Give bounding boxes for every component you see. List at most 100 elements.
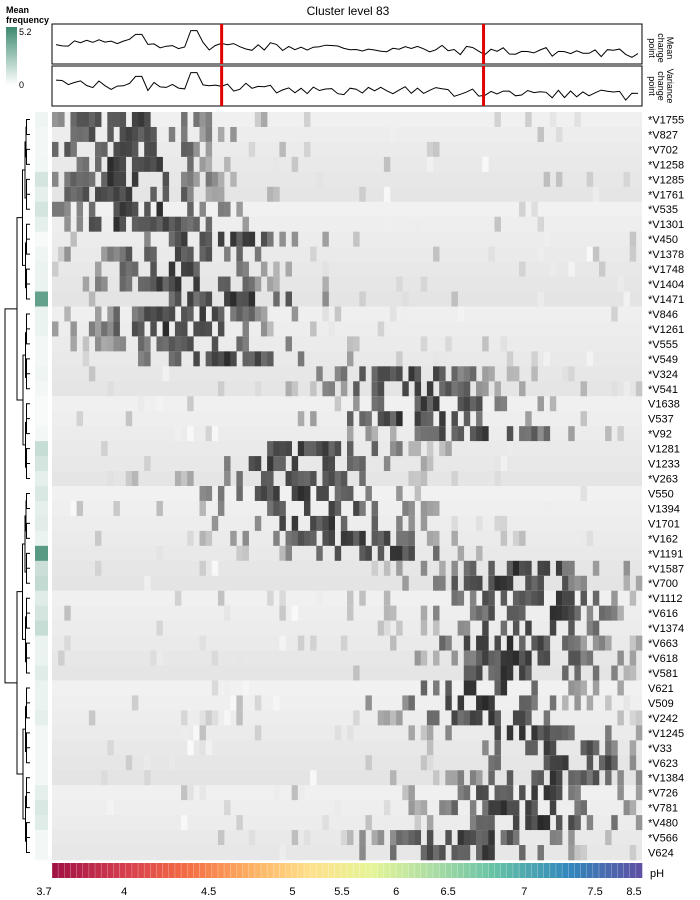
ph-bar-cell [580, 863, 587, 878]
ph-bar-cell [322, 863, 329, 878]
heatmap-cell [144, 216, 151, 232]
heatmap-cell [426, 830, 434, 846]
heatmap-cell [64, 171, 71, 188]
heatmap-cell [242, 680, 249, 696]
heatmap-cell [531, 201, 538, 218]
heatmap-cell [420, 456, 428, 472]
heatmap-cell [543, 426, 551, 442]
heatmap-cell [635, 575, 643, 592]
heatmap-cell [549, 785, 557, 801]
heatmap-cell [574, 695, 581, 711]
heatmap-cell [267, 590, 274, 606]
heatmap-cell [291, 156, 299, 173]
heatmap-cell [156, 276, 163, 292]
heatmap-cell [635, 770, 643, 786]
heatmap-cell [445, 635, 452, 651]
heatmap-cell [371, 530, 379, 547]
freq-cell [35, 276, 48, 292]
heatmap-cell [322, 381, 329, 397]
heatmap-cell [433, 605, 440, 621]
heatmap-cell [433, 396, 440, 412]
ph-bar-cell [592, 863, 600, 878]
heatmap-cell [629, 845, 637, 861]
heatmap-cell [611, 755, 618, 771]
heatmap-cell [217, 231, 225, 247]
heatmap-cell [131, 112, 139, 128]
heatmap-cell [230, 291, 237, 307]
heatmap-cell [359, 471, 366, 487]
heatmap-cell [555, 560, 563, 577]
freq-cell [35, 800, 48, 816]
dendrogram-branch [26, 456, 30, 480]
heatmap-cell [248, 291, 256, 307]
heatmap-cell [254, 695, 262, 711]
heatmap-cell [310, 411, 317, 427]
heatmap-cell [414, 486, 422, 502]
heatmap-cell [193, 141, 200, 158]
heatmap-cell [162, 186, 170, 203]
heatmap-cell [402, 785, 409, 801]
heatmap-cell [193, 216, 200, 232]
heatmap-cell [217, 500, 225, 517]
freq-cell [35, 396, 48, 412]
heatmap-cell [592, 590, 600, 606]
freq-cell [35, 500, 48, 517]
heatmap-cell [150, 126, 157, 143]
heatmap-cell [334, 486, 342, 502]
row-label: *V480 [648, 818, 678, 830]
heatmap-cell [113, 246, 120, 262]
heatmap-cell [439, 411, 446, 427]
heatmap-cell [236, 545, 243, 562]
freq-cell [35, 755, 48, 771]
row-label: *V1258 [648, 159, 684, 171]
heatmap-cell [199, 246, 206, 262]
ph-bar-cell [88, 863, 96, 878]
ph-bar-cell [193, 863, 200, 878]
heatmap-cell [297, 785, 305, 801]
heatmap-cell [279, 845, 286, 861]
heatmap-cell [549, 725, 557, 741]
heatmap-cell [248, 276, 256, 292]
heatmap-cell [138, 321, 145, 337]
heatmap-cell [482, 740, 489, 756]
dendrogram-branch [26, 605, 30, 629]
heatmap-cell [131, 171, 139, 188]
heatmap-cell [482, 156, 489, 173]
heatmap-cell [463, 680, 471, 696]
dendrogram-branch [26, 492, 30, 509]
heatmap-cell [273, 486, 280, 502]
heatmap-cell [390, 710, 397, 726]
heatmap-cell [580, 740, 587, 756]
heatmap-cell [76, 171, 84, 188]
heatmap-cell [347, 411, 354, 427]
heatmap-cell [476, 770, 483, 786]
heatmap-cell [549, 112, 557, 128]
heatmap-cell [365, 411, 372, 427]
heatmap-cell [181, 186, 188, 203]
heatmap-cell [617, 710, 624, 726]
heatmap-cell [113, 216, 120, 232]
heatmap-cell [555, 830, 563, 846]
heatmap-cell [377, 710, 385, 726]
heatmap-cell [119, 126, 127, 143]
heatmap-cell [390, 426, 397, 442]
legend-gradient [6, 27, 17, 85]
heatmap-cell [476, 695, 483, 711]
heatmap-cell [211, 426, 219, 442]
heatmap-cell [254, 276, 262, 292]
heatmap-cell [623, 171, 631, 188]
heatmap-cell [463, 710, 471, 726]
heatmap-cell [433, 710, 440, 726]
heatmap-cell [420, 276, 428, 292]
heatmap-cell [88, 291, 96, 307]
heatmap-cell [156, 306, 163, 322]
ph-tick-label: 8.5 [626, 886, 641, 898]
heatmap-cell [260, 471, 268, 487]
heatmap-cell [174, 351, 182, 367]
heatmap-cell [617, 650, 624, 666]
heatmap-cell [512, 800, 520, 816]
ph-tick-label: 3.7 [36, 886, 51, 898]
heatmap-cell [433, 530, 440, 547]
heatmap-cell [635, 725, 643, 741]
heatmap-cell [224, 276, 231, 292]
